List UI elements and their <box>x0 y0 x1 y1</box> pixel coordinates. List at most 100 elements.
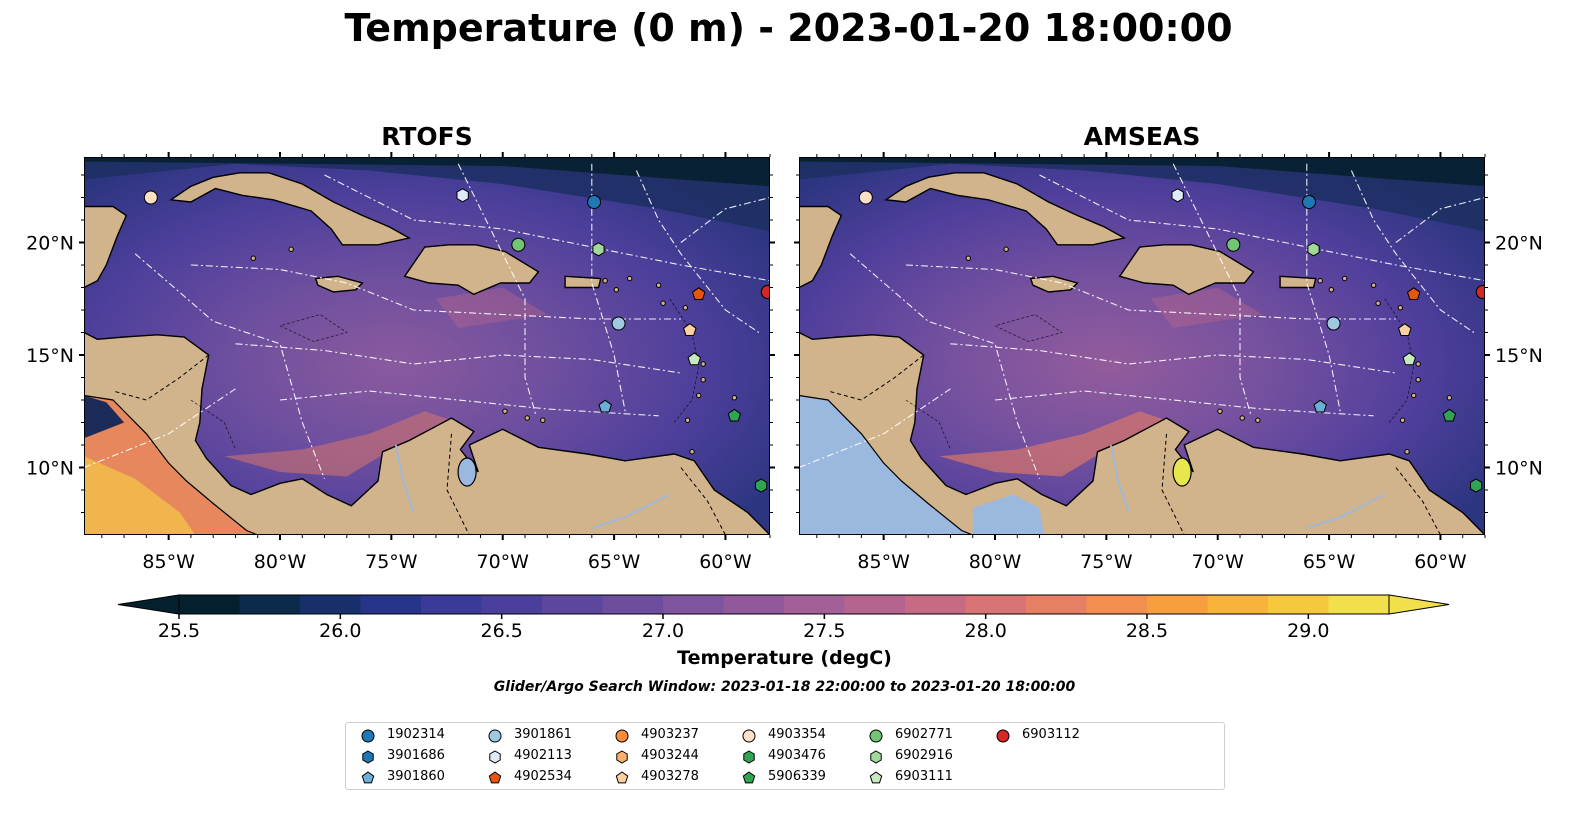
eez-boundary <box>84 388 236 469</box>
colorbar-segment <box>421 595 483 614</box>
warm-eddy <box>435 287 548 328</box>
eez-boundary <box>1039 174 1485 282</box>
small-island <box>1341 275 1348 282</box>
colorbar-segment <box>663 595 725 614</box>
small-island <box>1397 305 1404 311</box>
legend-marker-circle <box>488 729 502 743</box>
legend-label: 6903112 <box>1022 727 1080 742</box>
eez-boundary <box>680 196 770 243</box>
temperature-colorbar: 25.5 26.0 26.5 27.0 27.5 28.0 28.5 29.0 <box>117 594 1450 642</box>
land-jamaica <box>314 275 364 293</box>
small-island <box>700 361 706 367</box>
float-marker-3901861 <box>611 316 626 331</box>
small-island <box>602 278 608 284</box>
float-marker-1902314 <box>1302 195 1317 209</box>
colorbar-segment <box>965 595 1027 614</box>
legend-marker-shape <box>869 771 883 784</box>
legend-marker-pentagon <box>869 771 883 784</box>
legend-label: 6903111 <box>895 769 953 784</box>
land-hispaniola <box>403 244 540 296</box>
eez-boundary <box>279 390 659 417</box>
colorbar-segment <box>1268 595 1330 614</box>
legend-marker-hexagon <box>362 750 374 764</box>
small-island <box>540 417 546 423</box>
float-marker-6902771 <box>1226 237 1241 252</box>
lat-tick-label: 15°N <box>26 345 74 367</box>
pacific-masked <box>799 394 973 535</box>
lon-tick-label: 60°W <box>1414 551 1467 573</box>
country-border <box>827 354 925 401</box>
legend-label: 4903278 <box>641 769 699 784</box>
float-marker-5906339 <box>1442 408 1457 422</box>
eez-boundary <box>324 174 770 282</box>
legend-marker-shape <box>362 750 374 764</box>
small-island <box>1415 377 1421 383</box>
small-island <box>250 255 256 261</box>
small-island <box>1317 278 1323 284</box>
river <box>394 444 415 513</box>
small-island <box>1217 408 1223 414</box>
eez-boundary <box>994 390 1374 417</box>
colorbar-tick-label: 25.5 <box>158 620 200 642</box>
colorbar-tick-label: 28.0 <box>965 620 1007 642</box>
eez-boundary <box>799 388 951 469</box>
eez-boundary <box>1172 163 1252 416</box>
legend-label: 1902314 <box>387 727 445 742</box>
small-island <box>1003 246 1009 252</box>
legend-marker-hexagon <box>489 750 501 764</box>
depth-contour <box>994 314 1063 342</box>
legend-label: 3901861 <box>514 727 572 742</box>
pacific-hot-water <box>84 456 196 535</box>
legend-label: 6902771 <box>895 727 953 742</box>
colorbar-segment <box>602 595 664 614</box>
land-central <box>84 331 770 535</box>
small-island <box>1328 287 1335 293</box>
small-island <box>660 300 666 306</box>
lon-tick-label: 75°W <box>365 551 418 573</box>
colorbar-segment <box>360 595 422 614</box>
float-marker-6902916 <box>592 242 605 257</box>
small-island <box>655 282 662 288</box>
land-yucatan <box>84 205 128 289</box>
float-marker-1902314 <box>587 195 602 209</box>
land-cuba <box>883 172 1127 246</box>
legend-marker-shape <box>870 750 882 764</box>
lon-tick-label: 70°W <box>476 551 529 573</box>
float-marker-6903112 <box>1475 285 1485 299</box>
lon-tick-label: 60°W <box>699 551 752 573</box>
float-marker-4902534 <box>1406 287 1421 300</box>
small-island <box>1255 417 1261 423</box>
warm-coastal-water <box>224 411 459 477</box>
northern-cold-water <box>799 157 1485 232</box>
float-marker-4902113 <box>456 188 469 203</box>
depth-contour <box>190 399 236 450</box>
legend-marker-pentagon <box>742 771 756 784</box>
lat-tick-label: 20°N <box>1495 233 1543 255</box>
float-marker-4902534 <box>691 287 706 300</box>
colorbar-frame <box>178 594 1390 615</box>
small-island <box>1370 282 1377 288</box>
legend-marker-shape <box>996 729 1010 743</box>
country-border <box>1395 467 1441 535</box>
float-marker-3901860 <box>598 399 612 413</box>
depth-contour <box>279 314 348 342</box>
colorbar-label: Temperature (degC) <box>677 647 892 669</box>
colorbar-segment <box>481 595 543 614</box>
legend-marker-shape <box>488 729 502 743</box>
lat-tick-label: 15°N <box>1495 345 1543 367</box>
legend-label: 4903244 <box>641 748 699 763</box>
map-frame <box>84 157 770 535</box>
float-marker-6902916 <box>1307 242 1320 257</box>
colorbar-segment <box>905 595 967 614</box>
eez-boundary <box>190 264 681 320</box>
land-jamaica <box>1029 275 1079 293</box>
colorbar-tick-label: 29.0 <box>1287 620 1329 642</box>
eez-boundary <box>134 253 326 480</box>
legend-marker-shape <box>743 750 755 764</box>
lon-tick-label: 85°W <box>142 551 195 573</box>
eez-boundary <box>635 170 760 333</box>
float-marker-4903278 <box>1398 323 1412 336</box>
small-island <box>731 395 738 401</box>
small-island <box>613 287 620 293</box>
colorbar-tick-label: 27.0 <box>642 620 684 642</box>
